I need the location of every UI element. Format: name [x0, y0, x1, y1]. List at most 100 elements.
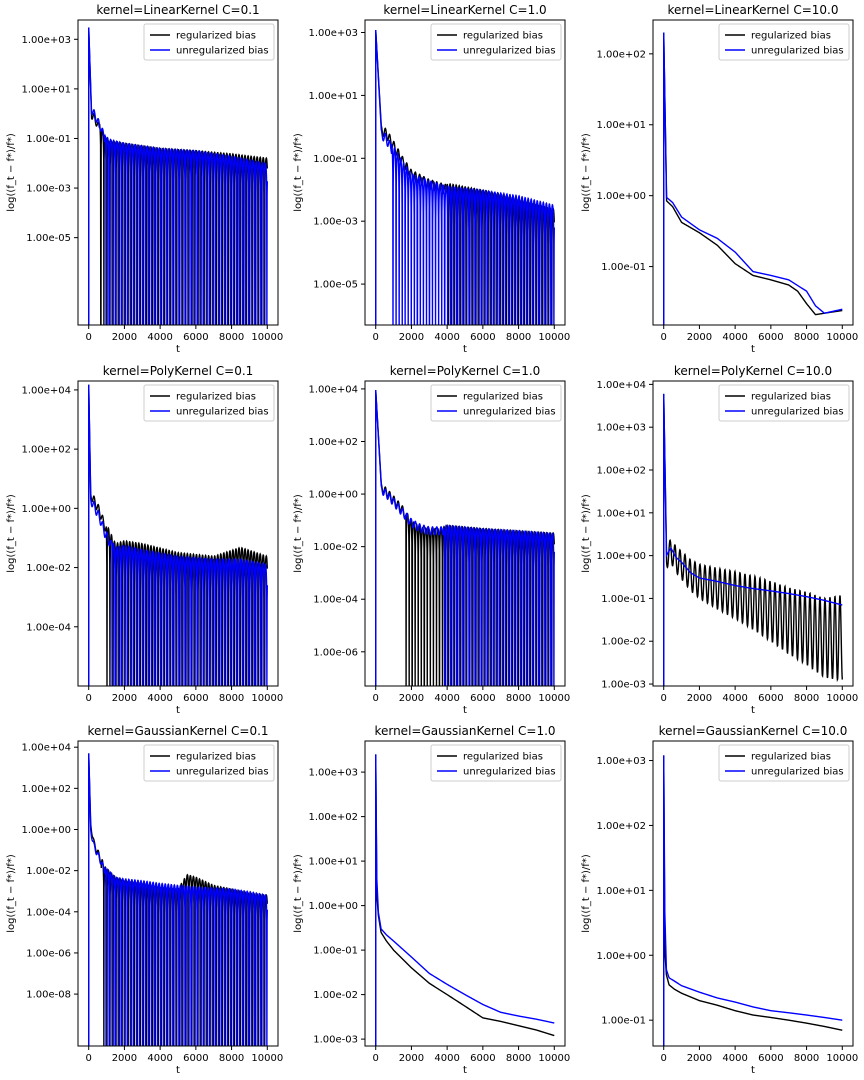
- legend-entry: regularized bias: [751, 392, 831, 403]
- legend: regularized bias unregularized bias: [430, 384, 562, 422]
- plot-area: [375, 29, 555, 325]
- y-tick-label: 1.00e+02: [308, 437, 358, 448]
- axes-frame: [652, 740, 854, 1047]
- axes-frame: [364, 740, 566, 1047]
- y-tick-label: 1.00e+03: [596, 756, 646, 767]
- y-tick-label: 1.00e+00: [308, 901, 358, 912]
- axes-frame: [77, 740, 279, 1047]
- y-axis-label: log((f_t − f*)/f*): [293, 494, 304, 573]
- y-tick-label: 1.00e-03: [313, 1035, 358, 1046]
- chart-title: kernel=LinearKernel C=0.1: [96, 3, 259, 17]
- x-tick-label: 10000: [251, 1053, 283, 1064]
- chart-panel-6: kernel=GaussianKernel C=0.1 0 2000 4000 6000…: [6, 724, 283, 1076]
- y-tick-label: 1.00e+01: [596, 120, 646, 131]
- y-tick-label: 1.00e+04: [308, 384, 358, 395]
- x-tick-label: 10000: [251, 332, 283, 343]
- plot-area: [663, 755, 843, 1046]
- x-tick-label: 10000: [826, 693, 858, 704]
- x-tick-label: 10000: [826, 1053, 858, 1064]
- legend-box: [718, 744, 850, 782]
- y-axis-label: log((f_t − f*)/f*): [293, 133, 304, 212]
- legend: regularized bias unregularized bias: [143, 744, 275, 782]
- y-tick-label: 1.00e-02: [26, 866, 71, 877]
- y-tick-label: 1.00e+00: [596, 551, 646, 562]
- x-tick-label: 4000: [434, 332, 459, 343]
- chart-title: kernel=PolyKernel C=0.1: [103, 364, 254, 378]
- x-tick-label: 4000: [722, 1053, 747, 1064]
- y-tick-label: 1.00e-01: [601, 594, 646, 605]
- y-tick-label: 1.00e+03: [308, 28, 358, 39]
- x-tick-label: 0: [86, 693, 92, 704]
- legend: regularized bias unregularized bias: [430, 23, 562, 61]
- x-tick-label: 6000: [183, 332, 208, 343]
- y-tick-label: 1.00e-04: [26, 907, 71, 918]
- legend-entry: regularized bias: [176, 752, 256, 763]
- legend-entry: unregularized bias: [751, 767, 844, 778]
- y-tick-label: 1.00e-06: [26, 948, 71, 959]
- series-line-unregularized: [663, 393, 843, 686]
- y-tick-label: 1.00e+00: [308, 490, 358, 501]
- x-tick-label: 0: [373, 332, 379, 343]
- y-tick-label: 1.00e+04: [596, 380, 646, 391]
- y-tick-label: 1.00e-04: [313, 595, 358, 606]
- x-axis-label: t: [176, 705, 180, 716]
- y-tick-label: 1.00e-05: [26, 233, 71, 244]
- chart-title: kernel=GaussianKernel C=1.0: [374, 724, 555, 738]
- legend-box: [143, 744, 275, 782]
- series-line-unregularized: [375, 754, 555, 1046]
- x-tick-label: 6000: [470, 1053, 495, 1064]
- series-line-unregularized: [375, 29, 555, 325]
- x-tick-label: 8000: [506, 332, 531, 343]
- x-tick-label: 0: [661, 1053, 667, 1064]
- x-tick-label: 0: [373, 1053, 379, 1064]
- y-tick-label: 1.00e+01: [596, 886, 646, 897]
- chart-panel-2: kernel=LinearKernel C=10.0 0 2000 4000 6000 8…: [581, 3, 858, 355]
- legend-box: [143, 23, 275, 61]
- x-tick-label: 8000: [506, 1053, 531, 1064]
- x-tick-label: 2000: [112, 1053, 137, 1064]
- x-tick-label: 8000: [219, 693, 244, 704]
- y-tick-label: 1.00e+03: [308, 768, 358, 779]
- y-tick-label: 1.00e+02: [596, 466, 646, 477]
- y-axis-label: log((f_t − f*)/f*): [293, 854, 304, 933]
- y-axis-label: log((f_t − f*)/f*): [581, 133, 592, 212]
- y-tick-label: 1.00e+02: [21, 784, 71, 795]
- x-tick-label: 4000: [434, 1053, 459, 1064]
- y-tick-label: 1.00e-03: [26, 184, 71, 195]
- y-tick-label: 1.00e+02: [596, 821, 646, 832]
- chart-title: kernel=GaussianKernel C=10.0: [659, 724, 848, 738]
- series-line-unregularized: [663, 755, 843, 1046]
- y-tick-label: 1.00e+01: [308, 91, 358, 102]
- legend-entry: unregularized bias: [751, 46, 844, 57]
- legend-entry: unregularized bias: [463, 46, 556, 57]
- series-line-regularized: [663, 32, 843, 325]
- y-tick-label: 1.00e+02: [308, 812, 358, 823]
- legend-entry: unregularized bias: [176, 767, 269, 778]
- plot-area: [663, 393, 843, 686]
- axes-frame: [364, 380, 566, 687]
- legend-box: [718, 384, 850, 422]
- y-tick-label: 1.00e-01: [601, 1016, 646, 1027]
- x-tick-label: 8000: [794, 1053, 819, 1064]
- x-tick-label: 6000: [470, 332, 495, 343]
- x-tick-label: 10000: [538, 332, 570, 343]
- legend-entry: regularized bias: [751, 31, 831, 42]
- y-tick-label: 1.00e+03: [21, 35, 71, 46]
- x-tick-label: 6000: [183, 693, 208, 704]
- chart-panel-3: kernel=PolyKernel C=0.1 0 2000 4000 6000 8000…: [6, 364, 283, 716]
- x-tick-label: 2000: [687, 332, 712, 343]
- legend: regularized bias unregularized bias: [143, 384, 275, 422]
- y-tick-label: 1.00e-05: [313, 280, 358, 291]
- y-axis-label: log((f_t − f*)/f*): [581, 854, 592, 933]
- y-axis-label: log((f_t − f*)/f*): [6, 494, 17, 573]
- y-tick-label: 1.00e+02: [21, 445, 71, 456]
- legend-box: [718, 23, 850, 61]
- chart-title: kernel=GaussianKernel C=0.1: [87, 724, 268, 738]
- y-tick-label: 1.00e+00: [596, 951, 646, 962]
- y-tick-label: 1.00e-01: [313, 946, 358, 957]
- x-tick-label: 0: [86, 1053, 92, 1064]
- chart-title: kernel=LinearKernel C=10.0: [668, 3, 839, 17]
- y-tick-label: 1.00e+00: [596, 191, 646, 202]
- y-tick-label: 1.00e-01: [601, 262, 646, 273]
